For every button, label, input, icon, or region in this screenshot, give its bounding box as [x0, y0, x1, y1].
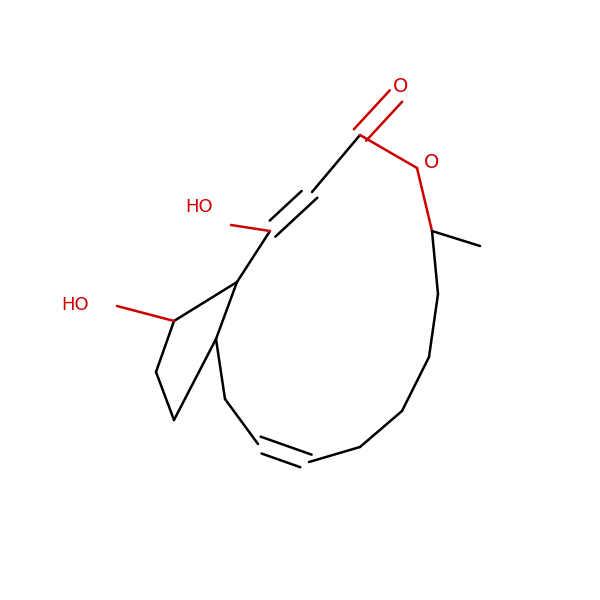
Text: HO: HO [61, 296, 89, 314]
Text: HO: HO [185, 198, 213, 216]
Text: O: O [393, 77, 409, 97]
Text: O: O [424, 152, 440, 172]
